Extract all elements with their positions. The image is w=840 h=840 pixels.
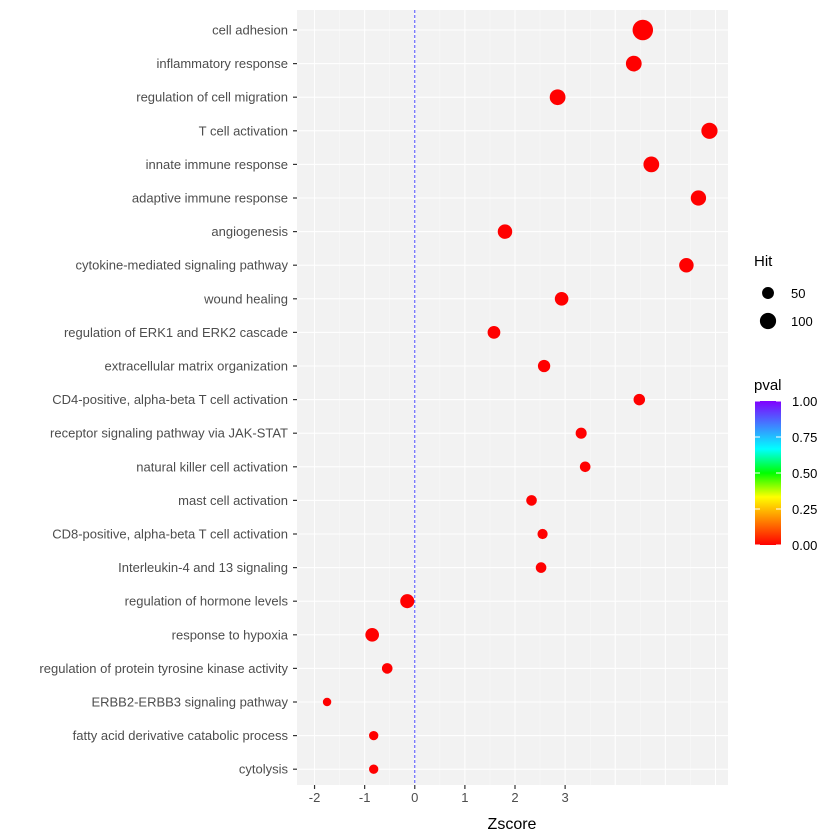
x-tick-label: -2 (309, 790, 321, 805)
x-tick-label: 3 (562, 790, 569, 805)
data-point (487, 326, 501, 339)
data-point (554, 291, 569, 306)
y-tick-label: wound healing (203, 291, 288, 306)
x-axis-label: Zscore (488, 816, 537, 833)
y-tick-label: regulation of cell migration (136, 90, 288, 105)
y-tick-label: natural killer cell activation (136, 459, 288, 474)
plot-panel (297, 10, 728, 785)
data-point (679, 257, 694, 273)
y-tick-label: mast cell activation (178, 493, 288, 508)
y-tick-label: extracellular matrix organization (104, 359, 288, 374)
color-legend-title: pval (754, 377, 782, 394)
y-tick-label: Interleukin-4 and 13 signaling (118, 560, 288, 575)
y-axis: cell adhesion inflammatory response regula… (39, 23, 297, 777)
x-tick-label: -1 (359, 790, 371, 805)
color-legend-label: 0.00 (792, 538, 817, 553)
y-tick-label: T cell activation (199, 123, 288, 138)
y-tick-label: receptor signaling pathway via JAK-STAT (50, 426, 288, 441)
data-point (690, 190, 707, 206)
x-tick-label: 1 (461, 790, 468, 805)
data-point (537, 528, 548, 540)
y-tick-label: cytolysis (239, 762, 289, 777)
data-points (322, 19, 718, 774)
size-legend-key (759, 312, 777, 330)
color-legend-label: 1.00 (792, 394, 817, 409)
size-legend-label: 100 (791, 314, 813, 329)
data-point (632, 19, 654, 41)
x-axis: -2 -1 0 1 2 3 (309, 785, 569, 805)
data-point (575, 427, 587, 439)
data-point (322, 697, 332, 707)
data-point (365, 627, 379, 642)
size-legend-label: 50 (791, 286, 805, 301)
data-point (381, 663, 393, 674)
data-point (701, 122, 718, 139)
data-point (625, 55, 642, 72)
size-legend-entries: 50 100 (759, 286, 813, 330)
data-point (369, 764, 379, 774)
y-tick-label: CD4-positive, alpha-beta T cell activati… (52, 392, 288, 407)
data-point (369, 730, 379, 741)
y-tick-label: ERBB2-ERBB3 signaling pathway (91, 695, 288, 710)
y-tick-label: CD8-positive, alpha-beta T cell activati… (52, 527, 288, 542)
y-tick-label: response to hypoxia (172, 627, 289, 642)
y-tick-label: regulation of protein tyrosine kinase ac… (39, 661, 288, 676)
data-point (537, 359, 551, 373)
size-legend: Hit 50 100 (754, 253, 813, 330)
y-tick-label: fatty acid derivative catabolic process (73, 728, 289, 743)
y-tick-label: cytokine-mediated signaling pathway (76, 258, 289, 273)
y-tick-label: cell adhesion (212, 23, 288, 38)
color-legend: pval 1.00 0.75 0.50 0.25 0.00 (754, 377, 817, 553)
x-tick-label: 2 (511, 790, 518, 805)
data-point (549, 89, 566, 106)
y-tick-label: regulation of ERK1 and ERK2 cascade (64, 325, 288, 340)
data-point (535, 562, 547, 573)
size-legend-title: Hit (754, 253, 773, 270)
data-point (633, 393, 646, 406)
data-point (400, 594, 415, 609)
data-point (497, 224, 513, 239)
data-point (643, 156, 660, 173)
color-legend-label: 0.50 (792, 466, 817, 481)
data-point (526, 495, 537, 506)
y-tick-label: innate immune response (146, 157, 288, 172)
data-point (579, 461, 591, 473)
size-legend-key (762, 287, 774, 299)
x-tick-label: 0 (411, 790, 418, 805)
color-legend-label: 0.75 (792, 430, 817, 445)
color-legend-ticks: 1.00 0.75 0.50 0.25 0.00 (755, 394, 817, 553)
y-tick-label: regulation of hormone levels (125, 594, 289, 609)
y-tick-label: inflammatory response (157, 56, 289, 71)
color-legend-label: 0.25 (792, 502, 817, 517)
y-tick-label: angiogenesis (211, 224, 288, 239)
y-tick-label: adaptive immune response (132, 191, 288, 206)
